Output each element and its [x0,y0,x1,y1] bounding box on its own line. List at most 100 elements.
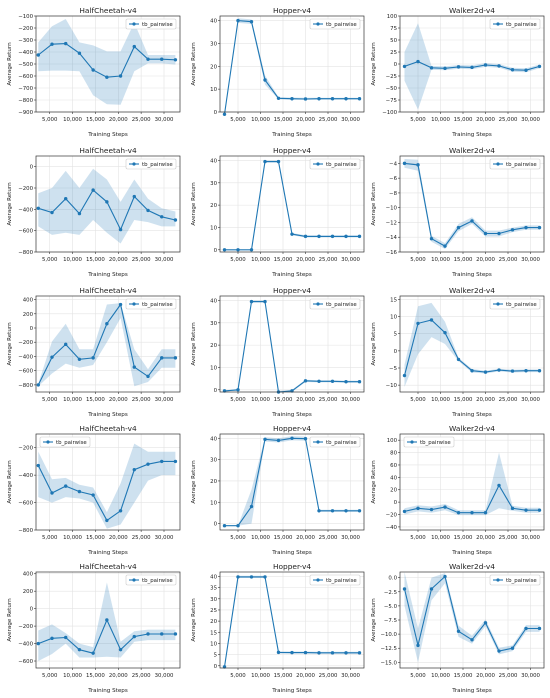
x-tick-label: 25,000 [499,117,518,123]
legend: tb_pairwise [39,436,91,448]
data-point [357,509,362,513]
y-tick-label: −200 [18,446,33,452]
x-tick-label: 15,000 [86,117,105,123]
y-tick-label: 10 [210,641,217,647]
confidence-band [38,168,176,244]
data-point [483,231,488,236]
data-point [118,509,123,513]
data-point [160,215,164,219]
legend-marker [132,162,136,166]
x-tick-label: 30,000 [521,257,540,263]
x-tick-label: 15,000 [454,397,473,403]
data-point [537,626,542,631]
legend-marker [316,440,320,444]
legend: tb_pairwise [489,158,541,170]
y-axis-label: Average Return [7,322,13,366]
x-tick-label: 20,000 [109,673,128,679]
x-tick-label: 10,000 [431,535,450,541]
data-point [64,635,68,640]
x-tick-label: 30,000 [155,673,174,679]
data-point [118,227,123,232]
data-point [64,196,68,201]
data-point [118,302,123,307]
y-tick-label: 0 [394,500,398,506]
chart-panel: Walker2d-v4 −40 −20 0 20 40 60 80 100 5,000 10,000… [371,424,545,556]
x-tick-label: 5,000 [410,257,426,263]
confidence-band [404,302,540,387]
y-tick-label: 20 [210,619,217,625]
series-line [224,161,360,251]
data-point [357,651,362,655]
y-tick-label: 80 [390,451,397,457]
legend-label: tb_pairwise [142,578,173,584]
x-tick-label: 15,000 [86,257,105,263]
x-tick-label: 15,000 [274,257,293,263]
data-point [36,53,40,57]
x-tick-label: 20,000 [109,535,128,541]
legend-label: tb_pairwise [326,440,357,446]
data-point [537,369,542,373]
data-point [344,234,348,239]
legend-label: tb_pairwise [420,440,451,446]
y-tick-label: 20 [210,203,217,209]
data-point [303,97,308,101]
y-tick-label: −50 [386,86,398,92]
chart-panel: Walker2d-v4 −15.0 −12.5 −10.0 −7.5 −5.0 −2.5 0.… [371,562,545,694]
data-point [303,379,308,383]
data-point [50,355,54,359]
x-tick-label: 5,000 [42,673,58,679]
data-point [132,634,136,639]
x-axis-label: Training Steps [451,550,492,556]
chart-panel: Walker2d-v4 −16 −14 −12 −10 −8 −6 −4 5,000 10,000… [371,146,545,278]
x-tick-label: 10,000 [251,117,270,123]
y-tick-label: −200 [18,340,33,346]
data-point [357,97,362,101]
legend-marker [46,440,50,444]
chart-title: Walker2d-v4 [449,424,495,433]
data-point [290,97,294,101]
chart-title: Walker2d-v4 [449,286,495,295]
y-tick-label: 0 [394,62,398,68]
x-axis-label: Training Steps [271,688,312,694]
data-point [456,65,461,69]
legend-label: tb_pairwise [142,22,173,28]
y-tick-label: 40 [210,574,217,580]
legend-box [125,574,177,586]
x-tick-label: 20,000 [296,257,315,263]
y-tick-label: −700 [18,86,33,92]
y-axis-label: Average Return [7,598,13,642]
x-tick-label: 15,000 [274,673,293,679]
x-tick-label: 5,000 [410,397,426,403]
data-point [317,509,321,513]
y-tick-label: −600 [18,229,33,235]
data-point [317,97,321,101]
legend-box [309,436,361,448]
x-tick-label: 15,000 [454,535,473,541]
axes-frame [399,295,545,393]
y-tick-label: 5 [394,332,397,338]
y-tick-label: −200 [18,26,33,32]
y-axis-label: Average Return [371,598,377,642]
y-tick-label: 200 [23,312,34,318]
x-axis-label: Training Steps [87,688,128,694]
data-point [456,510,461,515]
data-point [537,225,542,230]
y-tick-label: −100 [18,14,33,20]
data-point [236,18,240,23]
y-tick-label: −14 [386,235,398,241]
data-point [416,321,420,326]
y-tick-label: 5 [214,653,217,659]
y-tick-label: 15 [390,297,397,303]
y-tick-label: −600 [18,659,33,665]
y-tick-label: −10 [386,383,398,389]
y-tick-label: −2.5 [384,590,397,596]
data-point [276,650,281,655]
data-point [36,641,40,646]
y-tick-label: 40 [210,158,217,164]
y-tick-label: 0 [214,388,218,394]
legend-box [489,298,541,310]
data-point [429,318,434,322]
x-tick-label: 10,000 [251,397,270,403]
x-tick-label: 30,000 [341,117,360,123]
